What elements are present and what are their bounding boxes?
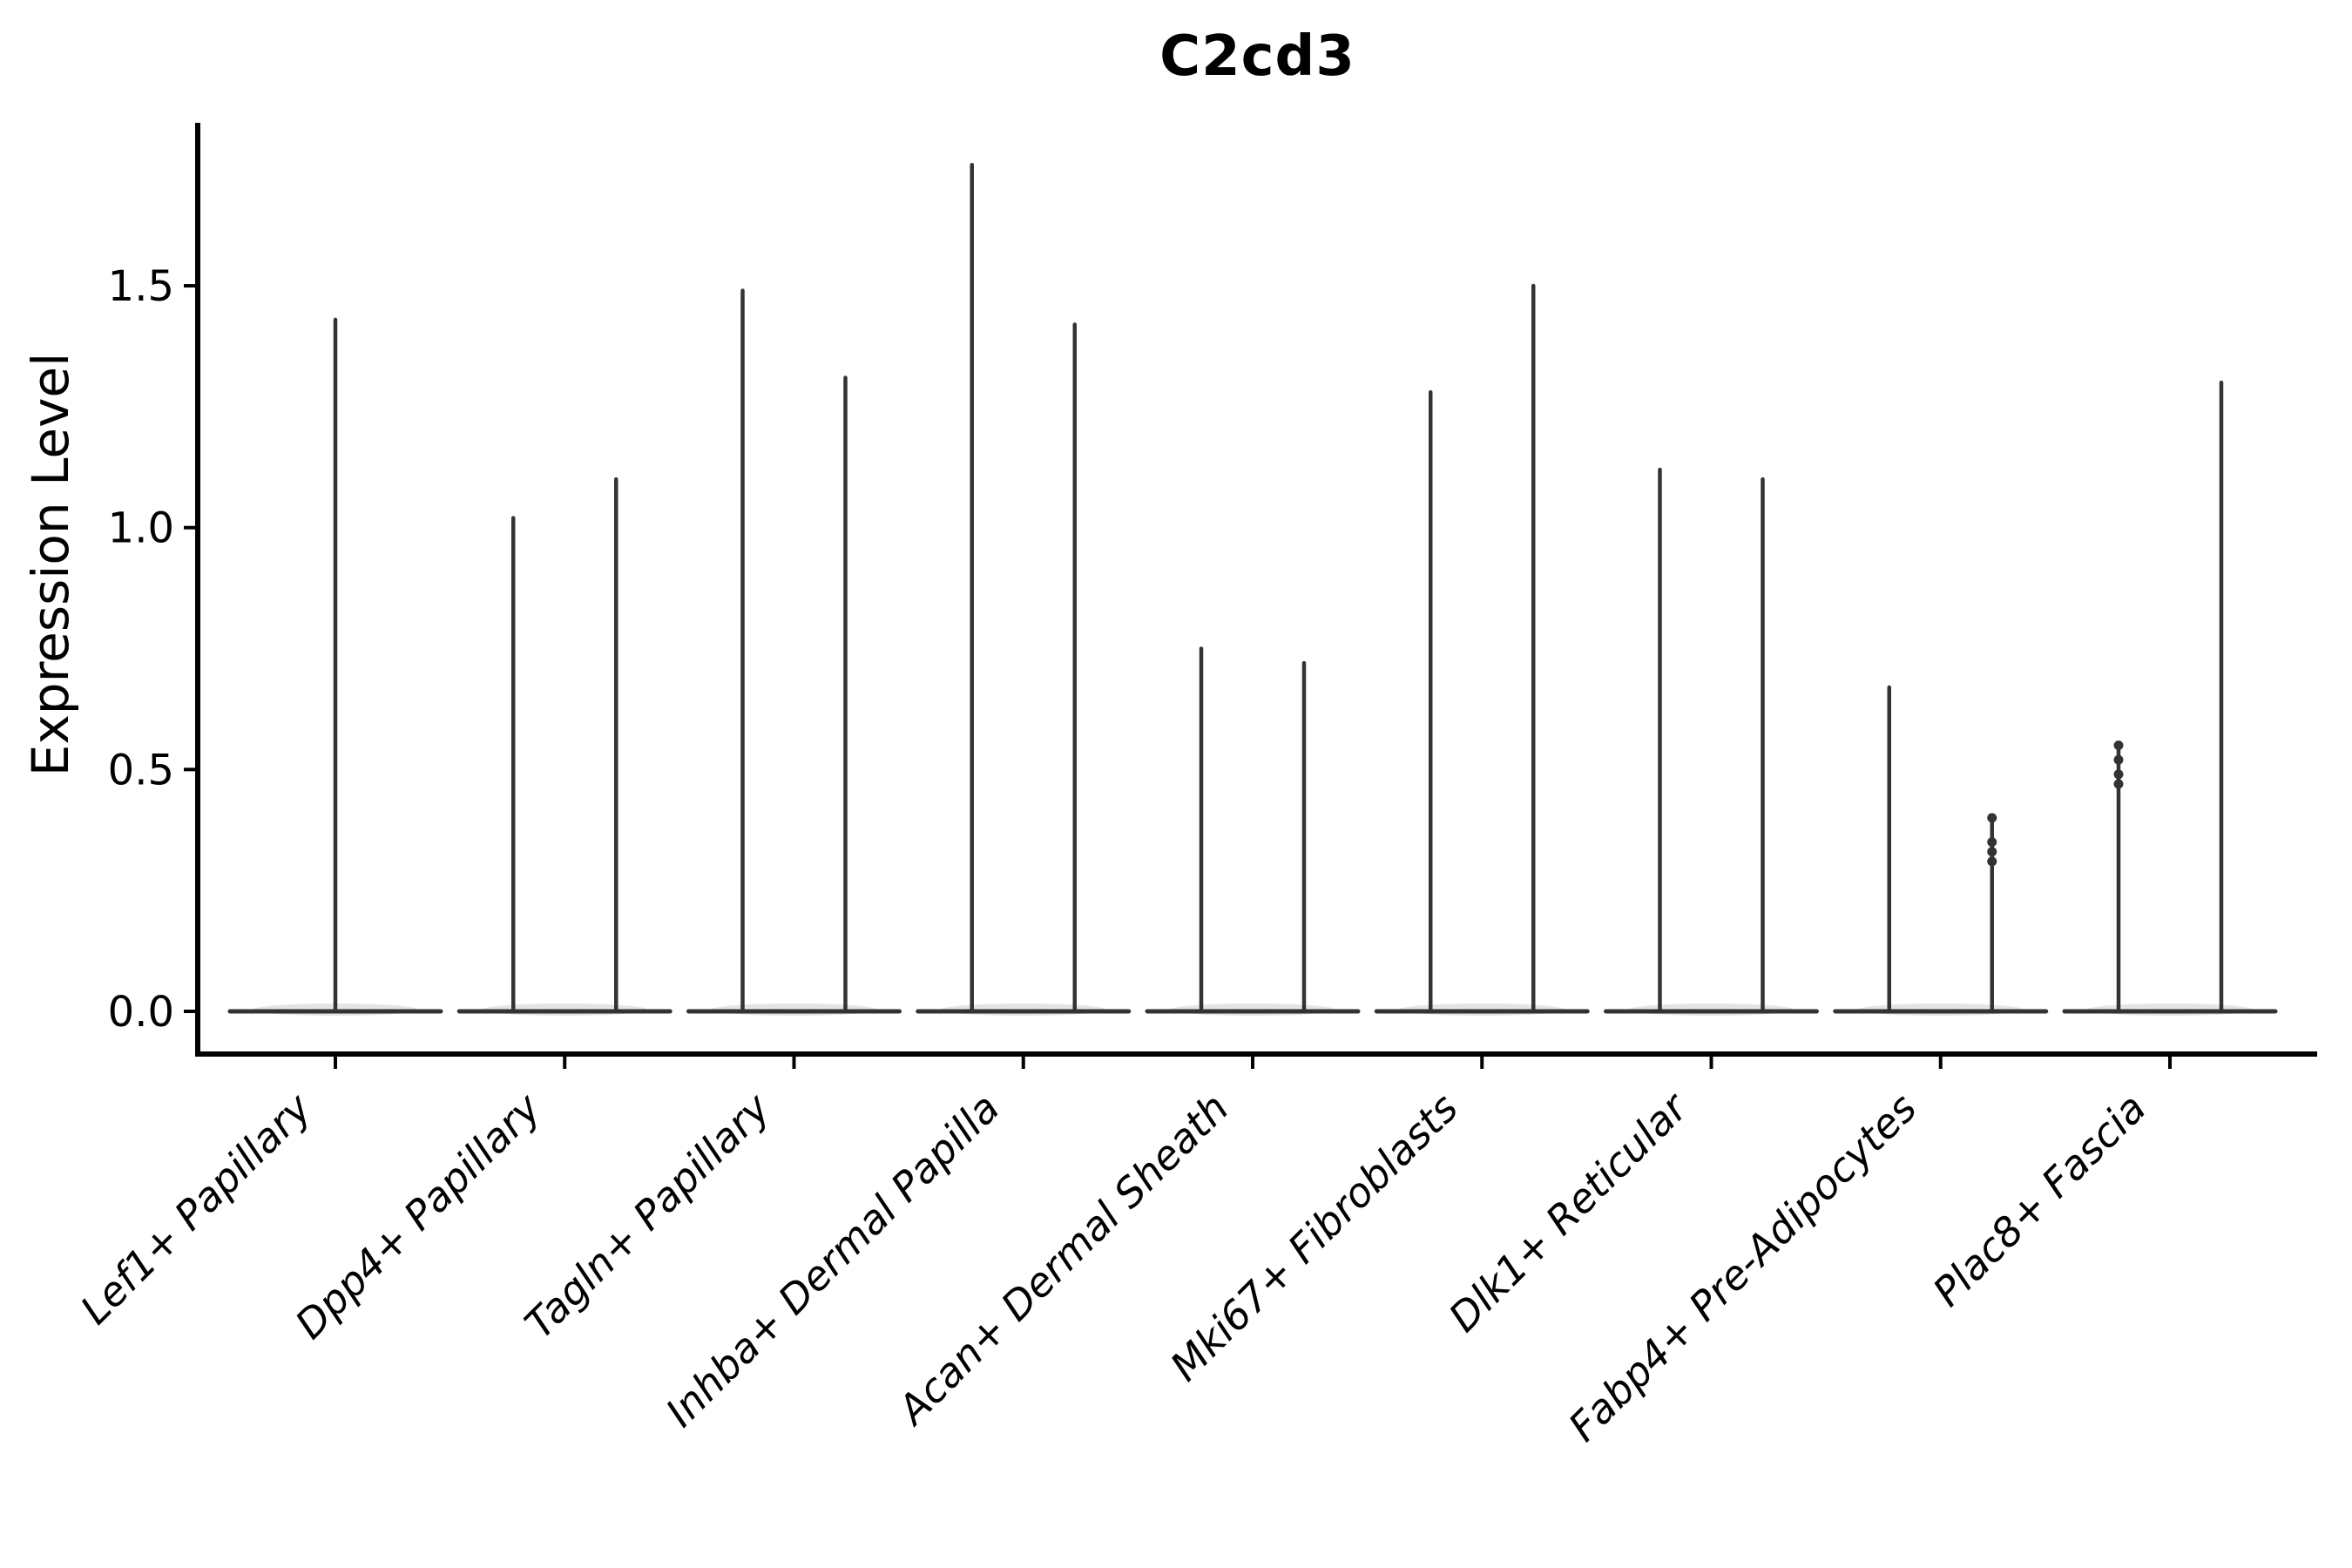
jitter-dot	[1987, 813, 1997, 823]
x-tick-label: Plac8+ Fascia	[1923, 1085, 2154, 1315]
jitter-dot	[2113, 769, 2124, 780]
jitter-dot	[1987, 847, 1997, 857]
jitter-dot	[2113, 740, 2124, 751]
y-tick-label: 0.5	[108, 746, 174, 794]
jitter-dot	[2113, 754, 2124, 765]
y-tick-label: 1.0	[108, 504, 174, 553]
x-tick-label: Dlk1+ Reticular	[1440, 1082, 1699, 1341]
x-tick-label: Tagln+ Papillary	[516, 1084, 780, 1348]
chart-title: C2cd3	[1159, 24, 1355, 89]
jitter-dot	[1987, 856, 1997, 867]
jitter-dot	[2113, 779, 2124, 789]
jitter-dot	[1987, 837, 1997, 848]
x-tick-label: Dpp4+ Papillary	[286, 1084, 550, 1348]
y-tick-label: 0.0	[108, 988, 174, 1037]
y-tick-label: 1.5	[108, 262, 174, 311]
x-tick-label: Lef1+ Papillary	[71, 1084, 321, 1333]
